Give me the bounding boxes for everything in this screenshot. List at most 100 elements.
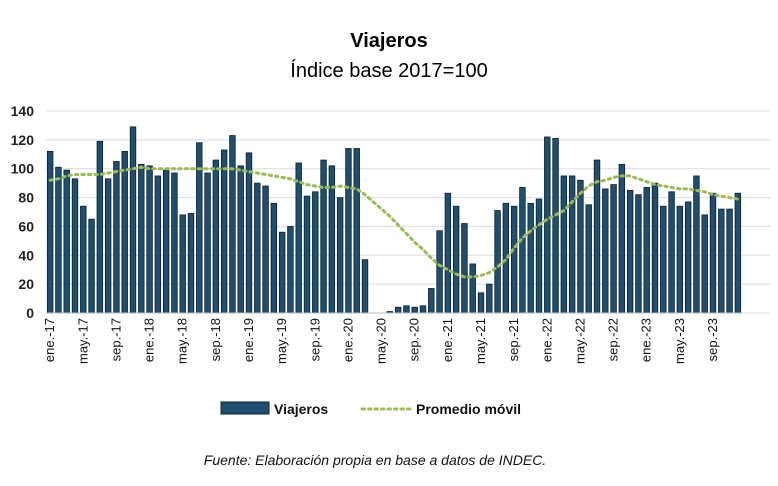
bar <box>428 288 435 314</box>
bar <box>270 202 278 314</box>
x-tick-label: may.-20 <box>374 318 389 364</box>
bar <box>651 182 659 314</box>
bar <box>701 214 708 314</box>
bar <box>71 178 79 314</box>
bar <box>676 205 684 314</box>
bar <box>187 213 195 314</box>
y-tick-label: 140 <box>11 103 35 119</box>
bar <box>229 135 236 314</box>
bar <box>709 192 717 314</box>
bar <box>262 185 269 314</box>
x-tick-label: sep.-20 <box>407 318 422 361</box>
x-tick-label: ene.-23 <box>639 318 654 362</box>
bar <box>220 149 228 314</box>
bar <box>469 263 476 314</box>
bar <box>436 230 443 314</box>
bar <box>668 191 675 314</box>
bar <box>552 138 559 314</box>
bar <box>626 189 634 314</box>
bar <box>179 214 186 314</box>
x-tick-label: may.-19 <box>274 318 289 364</box>
bar <box>320 159 327 314</box>
bar <box>154 175 162 314</box>
bar <box>129 126 137 314</box>
bar <box>171 172 178 314</box>
bar <box>162 169 170 314</box>
x-tick-label: may.-18 <box>175 318 190 364</box>
chart-subtitle: Índice base 2017=100 <box>290 60 488 82</box>
bar <box>461 223 468 314</box>
y-tick-label: 120 <box>11 132 35 148</box>
bar <box>312 191 319 314</box>
bar <box>245 152 253 314</box>
x-tick-label: ene.-19 <box>241 318 256 362</box>
x-tick-label: ene.-22 <box>539 318 554 362</box>
bar <box>88 218 95 314</box>
bar <box>411 306 418 314</box>
x-tick-label: may.-21 <box>473 318 488 364</box>
legend-label-promedio-movil: Promedio móvil <box>416 401 521 417</box>
bar <box>138 163 145 314</box>
bar <box>527 202 534 314</box>
x-tick-label: sep.-22 <box>606 318 621 361</box>
bar <box>361 259 369 314</box>
bar <box>535 198 543 314</box>
bar <box>452 205 460 314</box>
bar <box>444 192 452 314</box>
bar <box>494 210 501 314</box>
x-tick-label: may.-17 <box>75 318 90 364</box>
chart-title: Viajeros <box>350 30 428 52</box>
bar <box>643 187 650 314</box>
x-tick-label: sep.-23 <box>705 318 720 361</box>
bar <box>96 140 104 314</box>
source-note: Fuente: Elaboración propia en base a dat… <box>203 452 547 468</box>
bar <box>610 184 617 314</box>
bar <box>254 182 261 314</box>
bar <box>345 148 352 314</box>
bar <box>146 165 153 314</box>
legend-label-viajeros: Viajeros <box>274 401 328 417</box>
bar <box>684 201 692 314</box>
bar <box>121 150 128 314</box>
bar <box>212 159 220 314</box>
x-tick-label: sep.-19 <box>307 318 322 361</box>
bar <box>544 136 551 314</box>
x-tick-label: sep.-18 <box>208 318 223 361</box>
y-tick-label: 60 <box>18 218 34 234</box>
x-tick-label: sep.-21 <box>506 318 521 361</box>
bar <box>693 175 700 314</box>
bar <box>113 161 120 314</box>
x-tick-label: may.-23 <box>672 318 687 364</box>
x-tick-label: ene.-21 <box>440 318 455 362</box>
bar <box>80 205 87 314</box>
bar <box>403 305 410 314</box>
bar <box>419 305 427 314</box>
bar <box>577 179 584 314</box>
bar <box>726 208 733 314</box>
bar <box>336 197 344 314</box>
moving-average-line <box>48 165 740 279</box>
bar <box>734 192 742 314</box>
bar <box>204 172 211 314</box>
y-tick-label: 20 <box>18 276 34 292</box>
y-tick-label: 80 <box>18 190 34 206</box>
x-tick-label: sep.-17 <box>108 318 123 361</box>
legend-swatch-viajeros <box>220 401 270 415</box>
y-tick-label: 0 <box>26 305 34 321</box>
bar <box>46 150 54 314</box>
bar <box>635 194 642 314</box>
bar <box>718 208 725 314</box>
bar <box>486 283 493 314</box>
bar <box>104 178 112 314</box>
bar <box>568 175 576 314</box>
bar <box>295 162 302 314</box>
bar <box>560 175 568 314</box>
bar <box>63 169 70 314</box>
y-tick-label: 100 <box>11 161 35 177</box>
bar <box>237 165 244 314</box>
bar <box>287 226 294 314</box>
x-tick-label: ene.-17 <box>42 318 57 362</box>
bar <box>477 292 485 314</box>
x-tick-label: ene.-20 <box>340 318 355 362</box>
bar <box>394 306 402 314</box>
